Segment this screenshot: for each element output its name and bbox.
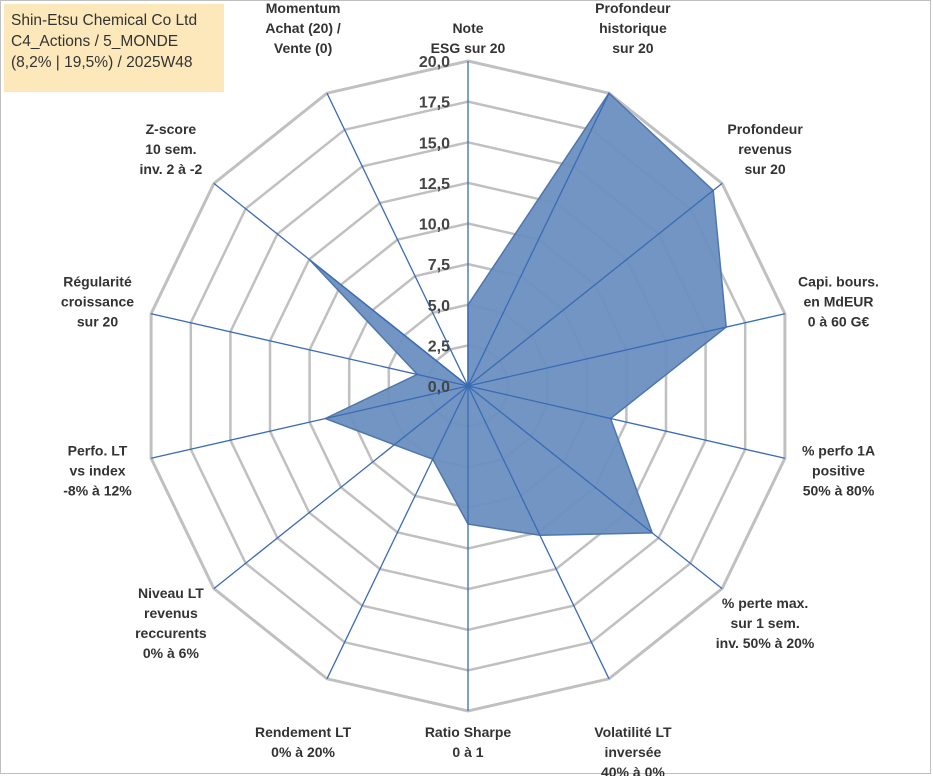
axis-label-3: Profondeur revenus sur 20 bbox=[727, 121, 803, 177]
series-layer bbox=[308, 92, 727, 537]
axis-label-line: revenus bbox=[738, 141, 792, 157]
axis-label-line: ESG sur 20 bbox=[431, 40, 506, 56]
axis-label-line: Note bbox=[452, 20, 483, 36]
axis-label-line: Momentum bbox=[266, 0, 341, 16]
axis-label-line: % perte max. bbox=[722, 595, 808, 611]
axis-label-line: Profondeur bbox=[727, 121, 803, 137]
tick-label: 7,5 bbox=[428, 257, 450, 274]
axis-label-line: Achat (20) / bbox=[265, 20, 341, 36]
axis-spoke bbox=[467, 385, 723, 590]
axis-spoke bbox=[467, 313, 786, 387]
performance-week: (8,2% | 19,5%) / 2025W48 bbox=[11, 54, 193, 71]
axis-label-line: Profondeur bbox=[595, 0, 671, 16]
axis-spoke bbox=[150, 313, 469, 387]
axis-label-line: inversée bbox=[604, 744, 661, 760]
axis-label-line: -8% à 12% bbox=[63, 483, 132, 499]
axis-label-13: Z-score 10 sem. inv. 2 à -2 bbox=[140, 121, 203, 177]
axis-label-4: Capi. bours. en MdEUR 0 à 60 G€ bbox=[798, 273, 879, 329]
axis-spoke bbox=[467, 182, 723, 387]
axis-label-line: 0% à 6% bbox=[143, 645, 200, 661]
tick-label: 12,5 bbox=[419, 176, 450, 193]
axis-label-line: Perfo. LT bbox=[68, 443, 128, 459]
tick-label: 15,0 bbox=[419, 135, 450, 152]
axis-label-11: Perfo. LT vs index -8% à 12% bbox=[63, 443, 132, 499]
axis-label-line: sur 20 bbox=[77, 313, 118, 329]
label-layer: Note ESG sur 20 Profondeur historique sur 20… bbox=[61, 0, 879, 776]
axis-label-line: % perfo 1A bbox=[802, 443, 875, 459]
axis-label-5: % perfo 1A positive 50% à 80% bbox=[802, 443, 875, 499]
axis-spoke bbox=[326, 385, 469, 680]
axis-label-10: Niveau LT revenus reccurents 0% à 6% bbox=[135, 585, 207, 661]
axis-label-line: inv. 50% à 20% bbox=[716, 635, 815, 651]
tick-label: 20,0 bbox=[419, 54, 450, 71]
tick-label: 0,0 bbox=[428, 379, 450, 396]
tick-label: 10,0 bbox=[419, 217, 450, 234]
axis-label-line: en MdEUR bbox=[804, 293, 874, 309]
axis-label-line: 0 à 1 bbox=[452, 744, 483, 760]
axis-label-line: vs index bbox=[69, 463, 125, 479]
axis-label-8: Ratio Sharpe 0 à 1 bbox=[425, 724, 512, 760]
axis-label-9: Rendement LT 0% à 20% bbox=[255, 724, 352, 760]
axis-label-line: Régularité bbox=[63, 273, 132, 289]
axis-spoke bbox=[326, 92, 469, 387]
axis-label-12: Régularité croissance sur 20 bbox=[61, 273, 134, 329]
axis-label-line: croissance bbox=[61, 293, 134, 309]
axis-spoke bbox=[150, 385, 469, 459]
portfolio-category: C4_Actions / 5_MONDE bbox=[11, 33, 179, 50]
axis-label-14: Momentum Achat (20) / Vente (0) bbox=[265, 0, 341, 56]
axis-label-1: Note ESG sur 20 bbox=[431, 20, 506, 56]
axis-spoke bbox=[467, 92, 610, 387]
axis-label-line: 10 sem. bbox=[145, 141, 196, 157]
axis-label-line: Z-score bbox=[146, 121, 197, 137]
axis-label-line: positive bbox=[812, 463, 865, 479]
axis-label-line: sur 20 bbox=[744, 161, 785, 177]
axis-label-line: 40% à 0% bbox=[601, 764, 665, 776]
axis-label-line: Vente (0) bbox=[274, 40, 332, 56]
tick-label: 2,5 bbox=[428, 338, 450, 355]
axis-label-line: inv. 2 à -2 bbox=[140, 161, 203, 177]
axis-spoke bbox=[467, 385, 610, 680]
axis-label-line: sur 20 bbox=[612, 40, 653, 56]
axis-label-line: Capi. bours. bbox=[798, 273, 879, 289]
axis-label-2: Profondeur historique sur 20 bbox=[595, 0, 671, 56]
tick-layer: 0,0 2,5 5,0 7,5 10,0 12,5 15,0 17,5 20,0 bbox=[419, 54, 450, 396]
axis-label-line: 50% à 80% bbox=[803, 483, 875, 499]
axis-label-6: % perte max. sur 1 sem. inv. 50% à 20% bbox=[716, 595, 815, 651]
axis-label-line: sur 1 sem. bbox=[730, 615, 799, 631]
tick-label: 17,5 bbox=[419, 95, 450, 112]
tick-label: 5,0 bbox=[428, 298, 450, 315]
axis-label-7: Volatilité LT inversée 40% à 0% bbox=[594, 724, 672, 776]
axis-label-line: Niveau LT bbox=[138, 585, 204, 601]
axis-layer bbox=[150, 61, 786, 711]
series-area bbox=[308, 92, 727, 537]
axis-label-line: 0 à 60 G€ bbox=[808, 313, 870, 329]
info-box: Shin-Etsu Chemical Co Ltd C4_Actions / 5… bbox=[4, 4, 224, 92]
company-name: Shin-Etsu Chemical Co Ltd bbox=[11, 12, 198, 29]
axis-label-line: historique bbox=[599, 20, 667, 36]
axis-label-line: Volatilité LT bbox=[594, 724, 672, 740]
axis-label-line: reccurents bbox=[135, 625, 207, 641]
axis-label-line: Ratio Sharpe bbox=[425, 724, 512, 740]
axis-label-line: revenus bbox=[144, 605, 198, 621]
axis-spoke bbox=[213, 385, 469, 590]
axis-spoke bbox=[213, 182, 469, 387]
axis-label-line: Rendement LT bbox=[255, 724, 352, 740]
axis-spoke bbox=[467, 385, 786, 459]
axis-label-line: 0% à 20% bbox=[271, 744, 335, 760]
